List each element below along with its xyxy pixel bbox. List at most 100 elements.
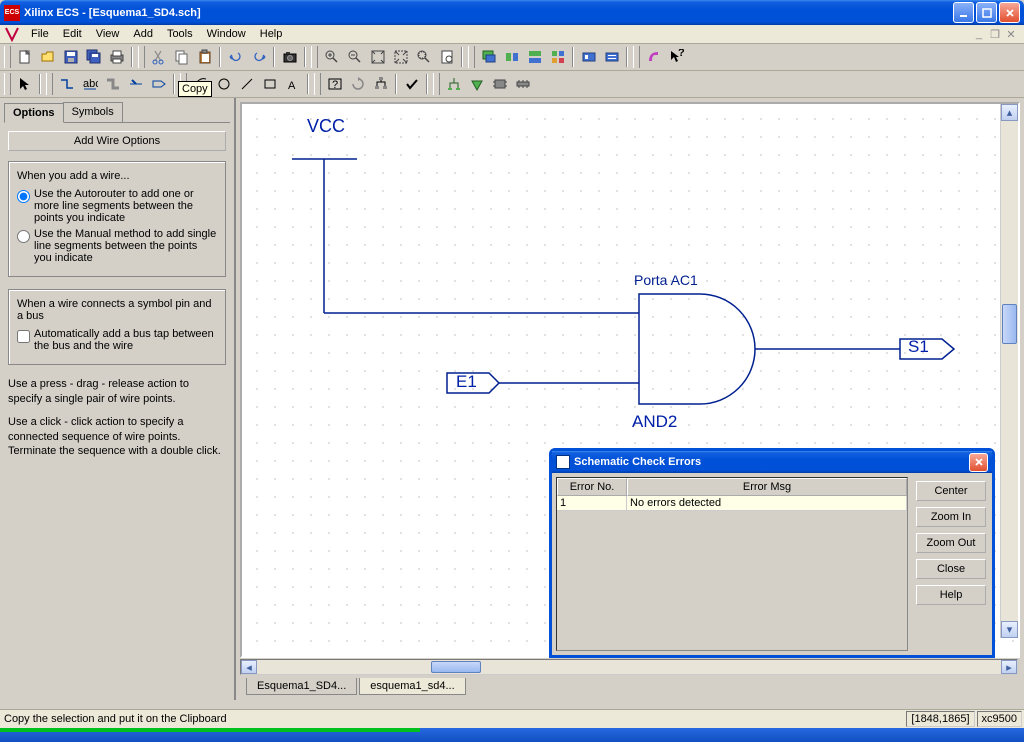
menu-add[interactable]: Add: [126, 27, 160, 41]
menu-view[interactable]: View: [89, 27, 127, 41]
scroll-up-icon[interactable]: ▴: [1001, 104, 1018, 121]
cut-icon[interactable]: [147, 46, 170, 68]
auto-bustap-option[interactable]: Automatically add a bus tap between the …: [17, 328, 217, 352]
copy-icon[interactable]: [170, 46, 193, 68]
zoom-in-icon[interactable]: [320, 46, 343, 68]
manual-radio[interactable]: [17, 230, 30, 243]
print-icon[interactable]: [105, 46, 128, 68]
zoom-page-icon[interactable]: [435, 46, 458, 68]
bus-icon[interactable]: [101, 73, 124, 95]
new-icon[interactable]: [13, 46, 36, 68]
tool-c-icon[interactable]: [523, 46, 546, 68]
bus-connect-group: When a wire connects a symbol pin and a …: [8, 289, 226, 365]
taskbar[interactable]: [0, 728, 1024, 742]
dialog-icon: [556, 455, 570, 469]
undo-icon[interactable]: [224, 46, 247, 68]
menu-file[interactable]: File: [24, 27, 56, 41]
hscroll-thumb[interactable]: [431, 661, 481, 673]
add-wire-options-button[interactable]: Add Wire Options: [8, 131, 226, 151]
wire-add-group: When you add a wire... Use the Autoroute…: [8, 161, 226, 277]
menu-help[interactable]: Help: [253, 27, 290, 41]
auto-bustap-checkbox[interactable]: [17, 330, 30, 343]
check-icon[interactable]: [400, 73, 423, 95]
status-device: xc9500: [977, 711, 1022, 727]
dialog-close-button[interactable]: [969, 453, 988, 472]
tool-e-icon[interactable]: [577, 46, 600, 68]
save-all-icon[interactable]: [82, 46, 105, 68]
zoom-fit-icon[interactable]: [366, 46, 389, 68]
close-button[interactable]: [999, 2, 1020, 23]
mdi-minimize-icon[interactable]: _: [972, 27, 986, 41]
svg-text:?: ?: [678, 49, 685, 59]
menubar: File Edit View Add Tools Window Help _ ❐…: [0, 25, 1024, 44]
wire-icon[interactable]: [55, 73, 78, 95]
save-icon[interactable]: [59, 46, 82, 68]
manual-option[interactable]: Use the Manual method to add single line…: [17, 228, 217, 264]
options-sidebar: Options Symbols Add Wire Options When yo…: [0, 98, 236, 700]
scroll-right-icon[interactable]: ▸: [1001, 660, 1017, 674]
hierarchy-icon[interactable]: [369, 73, 392, 95]
col-error-no[interactable]: Error No.: [557, 478, 627, 496]
e1-label: E1: [456, 372, 477, 392]
refresh-icon[interactable]: [346, 73, 369, 95]
doc-tab-2[interactable]: esquema1_sd4...: [359, 678, 465, 695]
error-row[interactable]: 1 No errors detected: [557, 496, 907, 511]
menu-edit[interactable]: Edit: [56, 27, 89, 41]
line-icon[interactable]: [235, 73, 258, 95]
horizontal-scrollbar[interactable]: ◂ ▸: [240, 659, 1018, 675]
help-cursor-icon[interactable]: ?: [665, 46, 688, 68]
net-name-icon[interactable]: abc: [78, 73, 101, 95]
vertical-scrollbar[interactable]: ▴ ▾: [1000, 104, 1018, 638]
vscroll-thumb[interactable]: [1002, 304, 1017, 344]
help-text-1: Use a press - drag - release action to s…: [8, 377, 226, 407]
tool-g-icon[interactable]: [642, 46, 665, 68]
circle-icon[interactable]: [212, 73, 235, 95]
doc-tab-1[interactable]: Esquema1_SD4...: [246, 678, 357, 695]
zoom-out-icon[interactable]: [343, 46, 366, 68]
bus-tap-icon[interactable]: [124, 73, 147, 95]
lib-c-icon[interactable]: [488, 73, 511, 95]
pointer-icon[interactable]: [13, 73, 36, 95]
text-icon[interactable]: A: [281, 73, 304, 95]
svg-text:abc: abc: [83, 78, 98, 90]
menu-tools[interactable]: Tools: [160, 27, 200, 41]
minimize-button[interactable]: [953, 2, 974, 23]
io-marker-icon[interactable]: [147, 73, 170, 95]
menu-window[interactable]: Window: [200, 27, 253, 41]
paste-icon[interactable]: [193, 46, 216, 68]
help-text-2: Use a click - click action to specify a …: [8, 415, 226, 460]
zoom-sel-icon[interactable]: [412, 46, 435, 68]
tab-options[interactable]: Options: [4, 103, 64, 123]
scroll-left-icon[interactable]: ◂: [241, 660, 257, 674]
mdi-close-icon[interactable]: ✕: [1004, 27, 1018, 41]
zoom-in-button[interactable]: Zoom In: [916, 507, 986, 527]
center-button[interactable]: Center: [916, 481, 986, 501]
camera-icon[interactable]: [278, 46, 301, 68]
open-icon[interactable]: [36, 46, 59, 68]
scroll-down-icon[interactable]: ▾: [1001, 621, 1018, 638]
tab-symbols[interactable]: Symbols: [63, 102, 123, 122]
autorouter-option[interactable]: Use the Autorouter to add one or more li…: [17, 188, 217, 224]
s1-label: S1: [908, 337, 929, 357]
tool-b-icon[interactable]: [500, 46, 523, 68]
redo-icon[interactable]: [247, 46, 270, 68]
zoom-area-icon[interactable]: [389, 46, 412, 68]
lib-b-icon[interactable]: [465, 73, 488, 95]
tool-d-icon[interactable]: [546, 46, 569, 68]
tool-f-icon[interactable]: [600, 46, 623, 68]
zoom-out-button[interactable]: Zoom Out: [916, 533, 986, 553]
app-icon: ECS: [4, 5, 20, 21]
symbol-wizard-icon[interactable]: ?: [323, 73, 346, 95]
lib-a-icon[interactable]: [442, 73, 465, 95]
svg-text:A: A: [288, 80, 296, 92]
lib-d-icon[interactable]: [511, 73, 534, 95]
mdi-restore-icon[interactable]: ❐: [988, 27, 1002, 41]
status-text: Copy the selection and put it on the Cli…: [2, 713, 904, 725]
tool-a-icon[interactable]: [477, 46, 500, 68]
maximize-button[interactable]: [976, 2, 997, 23]
dialog-close-btn[interactable]: Close: [916, 559, 986, 579]
help-button[interactable]: Help: [916, 585, 986, 605]
col-error-msg[interactable]: Error Msg: [627, 478, 907, 496]
rect-icon[interactable]: [258, 73, 281, 95]
autorouter-radio[interactable]: [17, 190, 30, 203]
